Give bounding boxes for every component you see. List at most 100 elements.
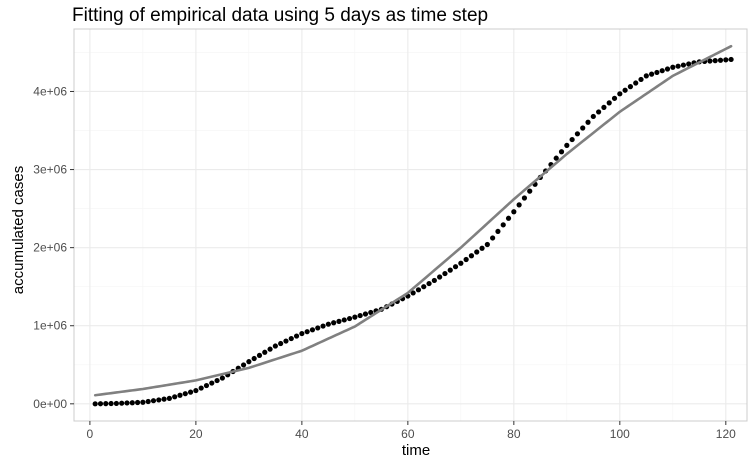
data-point	[336, 318, 342, 324]
data-point	[362, 311, 369, 317]
data-point	[214, 377, 220, 384]
data-point	[288, 335, 294, 342]
data-point	[129, 400, 135, 406]
data-point	[585, 119, 591, 125]
fit-line	[93, 44, 733, 397]
data-point	[113, 400, 119, 407]
data-point	[527, 188, 533, 194]
y-tick-label: 2e+06	[33, 241, 67, 255]
y-axis-title: accumulated cases	[10, 166, 27, 294]
data-point	[325, 321, 331, 327]
data-point	[161, 396, 167, 402]
data-point	[426, 280, 432, 287]
data-point	[251, 355, 257, 362]
x-tick-label: 60	[401, 427, 415, 441]
data-point	[601, 104, 607, 110]
data-point	[633, 80, 639, 86]
data-point	[516, 202, 522, 208]
data-point	[156, 397, 162, 403]
data-point	[728, 56, 734, 63]
data-point	[421, 284, 427, 290]
data-point	[97, 401, 104, 407]
data-point	[108, 400, 114, 407]
data-point	[209, 380, 215, 386]
data-point	[500, 222, 506, 228]
data-point	[193, 387, 199, 394]
data-point	[256, 352, 263, 359]
x-axis-title: time	[402, 442, 430, 459]
chart-title: Fitting of empirical data using 5 days a…	[72, 5, 488, 26]
data-point	[203, 382, 210, 389]
data-point	[309, 327, 316, 333]
data-point	[278, 340, 284, 347]
data-point	[707, 58, 713, 64]
y-axis: 0e+00 1e+06 2e+06 3e+06 4e+06	[33, 84, 74, 411]
data-point	[293, 333, 300, 339]
data-point	[712, 58, 718, 64]
data-point	[558, 149, 565, 155]
data-point	[490, 235, 496, 241]
data-point	[352, 314, 358, 320]
data-point	[717, 57, 724, 63]
y-tick-label: 1e+06	[33, 319, 67, 333]
data-point	[474, 249, 480, 255]
data-point	[320, 323, 326, 329]
data-point	[458, 260, 464, 266]
x-axis: 0 20 40 60 80 100 120	[87, 421, 736, 441]
data-point	[134, 399, 141, 406]
data-point	[240, 362, 247, 368]
plot-panel	[73, 28, 748, 422]
data-point	[315, 325, 321, 331]
data-point	[431, 277, 437, 284]
data-point	[659, 68, 665, 74]
data-point	[119, 400, 125, 406]
data-point	[479, 245, 485, 251]
data-point	[124, 400, 130, 406]
data-point	[447, 267, 453, 273]
x-tick-label: 80	[507, 427, 521, 441]
data-point	[346, 315, 353, 322]
data-point	[182, 391, 188, 397]
data-point	[272, 343, 278, 349]
data-point	[452, 264, 459, 270]
data-point	[495, 228, 501, 235]
data-point	[511, 209, 517, 215]
data-point	[368, 309, 374, 316]
data-point	[415, 287, 422, 293]
data-point	[553, 155, 559, 161]
y-tick-label: 3e+06	[33, 163, 67, 177]
data-point	[267, 346, 273, 352]
x-tick-label: 0	[87, 427, 94, 441]
data-point	[627, 84, 634, 90]
data-point	[649, 71, 655, 77]
data-point	[198, 385, 204, 391]
data-point	[140, 399, 146, 405]
data-point	[664, 66, 671, 72]
data-point	[177, 392, 183, 398]
data-point	[103, 401, 109, 407]
data-point	[680, 62, 687, 68]
y-tick-label: 0e+00	[33, 397, 67, 411]
data-point	[357, 312, 363, 319]
data-point	[590, 113, 596, 120]
data-point	[521, 195, 528, 201]
data-point	[564, 142, 570, 148]
data-point	[505, 215, 512, 221]
data-point	[643, 73, 649, 79]
data-point	[622, 87, 628, 93]
data-point	[617, 91, 623, 97]
data-point	[246, 359, 252, 365]
plot-marks	[92, 44, 734, 407]
x-tick-label: 100	[610, 427, 630, 441]
data-point	[331, 320, 337, 326]
data-point	[304, 329, 310, 335]
data-point	[723, 57, 729, 63]
data-point	[468, 253, 475, 259]
panel-border	[73, 28, 748, 422]
data-point	[638, 76, 644, 83]
data-point	[670, 64, 676, 70]
data-point	[145, 398, 151, 405]
x-tick-label: 40	[295, 427, 309, 441]
data-point	[569, 136, 575, 143]
data-point	[283, 338, 289, 344]
